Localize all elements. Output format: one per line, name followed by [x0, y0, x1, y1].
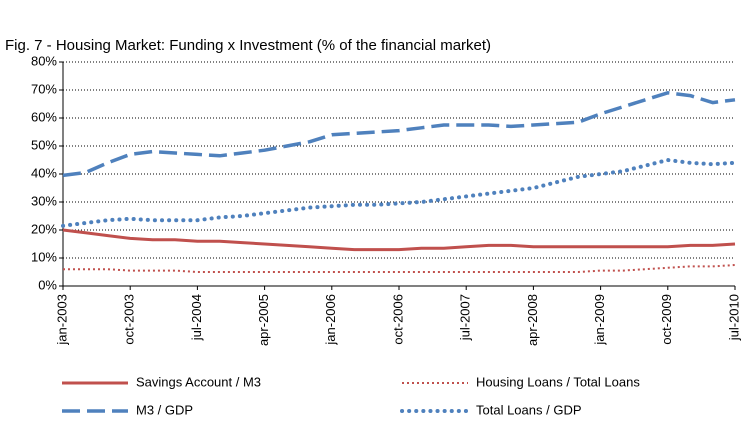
y-tick-label: 10% [31, 249, 57, 264]
y-tick-label: 40% [31, 165, 57, 180]
legend-label: M3 / GDP [136, 402, 193, 417]
chart-title: Fig. 7 - Housing Market: Funding x Inves… [5, 37, 491, 54]
y-tick-label: 80% [31, 53, 57, 68]
y-tick-label: 70% [31, 81, 57, 96]
x-tick-label: jan-2006 [323, 294, 338, 346]
x-tick-label: apr-2005 [256, 294, 271, 346]
y-tick-label: 60% [31, 109, 57, 124]
legend-label: Total Loans / GDP [476, 402, 582, 417]
y-tick-label: 30% [31, 193, 57, 208]
y-tick-label: 20% [31, 221, 57, 236]
x-tick-label: jan-2009 [592, 294, 607, 346]
y-tick-label: 0% [38, 277, 57, 292]
x-tick-label: jan-2003 [54, 294, 69, 346]
series-line [62, 91, 736, 178]
x-tick-label: oct-2006 [390, 294, 405, 345]
legend-label: Savings Account / M3 [136, 374, 261, 389]
x-tick-label: oct-2003 [122, 294, 137, 345]
x-tick-label: jul-2007 [458, 294, 473, 341]
series-line [62, 228, 736, 252]
series-line [63, 264, 736, 273]
x-tick-label: jul-2004 [189, 294, 204, 341]
legend-label: Housing Loans / Total Loans [476, 374, 640, 389]
y-tick-label: 50% [31, 137, 57, 152]
x-tick-label: jul-2010 [726, 294, 741, 341]
series-line [61, 158, 737, 228]
x-tick-label: apr-2008 [525, 294, 540, 346]
x-tick-label: oct-2009 [659, 294, 674, 345]
